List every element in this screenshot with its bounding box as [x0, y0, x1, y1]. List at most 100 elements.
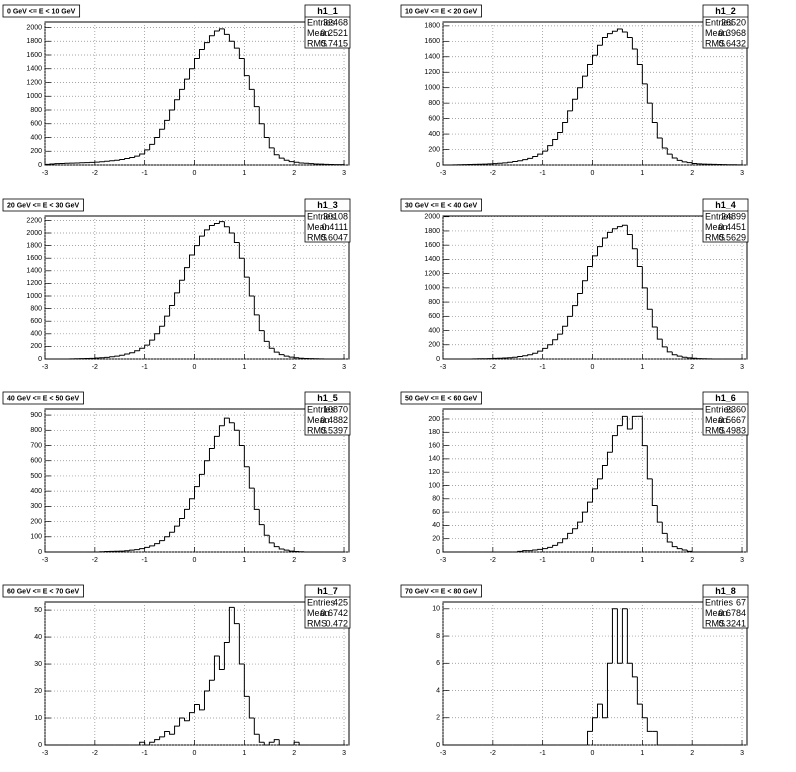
stats-box	[702, 391, 749, 436]
histogram-bin	[154, 137, 160, 145]
histogram-bin	[194, 57, 200, 69]
histogram-bin	[621, 224, 628, 227]
histogram-bin	[278, 546, 285, 550]
y-tick-label: 2	[436, 715, 440, 722]
title-box	[2, 391, 84, 405]
stats-box	[702, 584, 749, 629]
histogram-bin	[661, 522, 668, 534]
histogram-bin	[218, 28, 225, 31]
stat-label: Entries	[705, 17, 734, 27]
histogram-name: h1_6	[715, 393, 736, 403]
x-tick-label: 0	[591, 364, 595, 371]
histogram-bin	[562, 538, 568, 543]
histogram-bin	[223, 417, 230, 426]
histogram-bin	[208, 448, 215, 461]
histogram-bin	[179, 88, 185, 100]
histogram-bin	[208, 35, 215, 43]
histogram-bin	[278, 154, 285, 159]
y-tick-label: 10	[432, 606, 440, 613]
histogram-bin	[169, 304, 175, 317]
x-tick-label: 0	[591, 170, 595, 177]
histogram-bin	[671, 351, 678, 356]
title-box	[2, 584, 84, 598]
stat-value: 30108	[323, 211, 348, 221]
histogram-bin	[636, 248, 643, 268]
y-tick-label: 1200	[26, 280, 42, 287]
stat-value: 0.5629	[718, 232, 746, 242]
y-tick-label: 200	[428, 342, 440, 349]
histogram-bin	[656, 326, 663, 340]
histogram-bin	[273, 739, 280, 743]
histogram-bin	[577, 87, 583, 100]
histogram-bin	[159, 736, 165, 740]
histogram-bin	[592, 255, 598, 267]
histogram-bin	[263, 524, 270, 536]
histogram-bin	[203, 460, 210, 475]
histogram-bin	[601, 36, 608, 46]
histogram-panel: 0200400600800100012001400160018002000220…	[2, 198, 351, 371]
histogram-bin	[547, 546, 553, 549]
x-tick-label: -3	[440, 364, 446, 371]
y-tick-label: 400	[30, 488, 42, 495]
histogram-bin	[621, 28, 628, 33]
histogram-bin	[119, 159, 125, 161]
histogram-bin	[203, 42, 210, 50]
histogram-bin	[592, 488, 598, 503]
histogram-bin	[522, 550, 528, 552]
y-tick-label: 0	[436, 742, 440, 749]
plot-frame	[44, 215, 350, 360]
histogram-bin	[527, 157, 533, 160]
x-tick-label: 3	[342, 557, 346, 564]
histogram-bin	[552, 544, 558, 548]
histogram-bin	[557, 132, 563, 140]
histogram-bin	[567, 532, 573, 539]
histogram-bin	[616, 28, 623, 32]
y-tick-label: 100	[30, 534, 42, 541]
y-tick-label: 1200	[424, 69, 440, 76]
stat-value: 0.4111	[322, 222, 348, 232]
histogram-bin	[134, 549, 140, 551]
histogram-bin	[109, 356, 115, 358]
y-tick-label: 1600	[26, 255, 42, 262]
histogram-bin	[671, 542, 678, 548]
x-tick-label: 0	[193, 170, 197, 177]
stat-value: 0.2521	[320, 28, 348, 38]
histogram-bin	[223, 641, 230, 670]
y-tick-label: 160	[428, 442, 440, 449]
histogram-bin	[139, 741, 145, 745]
y-tick-label: 800	[428, 100, 440, 107]
y-tick-label: 120	[428, 469, 440, 476]
y-tick-label: 0	[38, 162, 42, 169]
histogram-bin	[288, 160, 295, 163]
histogram-bin	[651, 309, 658, 328]
histogram-bin	[238, 48, 245, 59]
histogram-bin	[233, 422, 240, 431]
y-tick-label: 1000	[424, 85, 440, 92]
histogram-bin	[258, 314, 265, 332]
histogram-bin	[621, 415, 628, 426]
stats-box	[304, 584, 351, 629]
histogram-bin	[154, 333, 160, 341]
stat-label: Mean	[307, 608, 330, 618]
plot-frame	[44, 21, 350, 166]
histogram-bin	[154, 543, 160, 546]
histogram-bin	[273, 542, 280, 548]
histogram-panel: 0 2 4 6 8 10 -3 -2 -1 0 1 2 3 70 GeV <= E < 80 GeV h1_…	[400, 584, 749, 757]
histogram-bin	[268, 137, 275, 149]
x-tick-label: 3	[740, 750, 744, 757]
stat-label: Entries	[705, 597, 734, 607]
stat-label: RMS	[307, 425, 327, 435]
y-tick-label: 600	[428, 313, 440, 320]
histogram-bin	[263, 330, 270, 342]
histogram-bin	[208, 224, 215, 230]
y-tick-label: 50	[34, 607, 42, 614]
stat-label: Mean	[307, 222, 330, 232]
histogram-bin	[547, 145, 553, 152]
histogram-bin	[243, 664, 250, 697]
histogram-bin	[681, 160, 688, 163]
histogram-bin	[283, 548, 290, 551]
x-tick-label: -2	[92, 364, 98, 371]
y-tick-label: 0	[436, 356, 440, 363]
histogram-bin	[194, 245, 200, 256]
histogram-bin	[184, 267, 190, 281]
